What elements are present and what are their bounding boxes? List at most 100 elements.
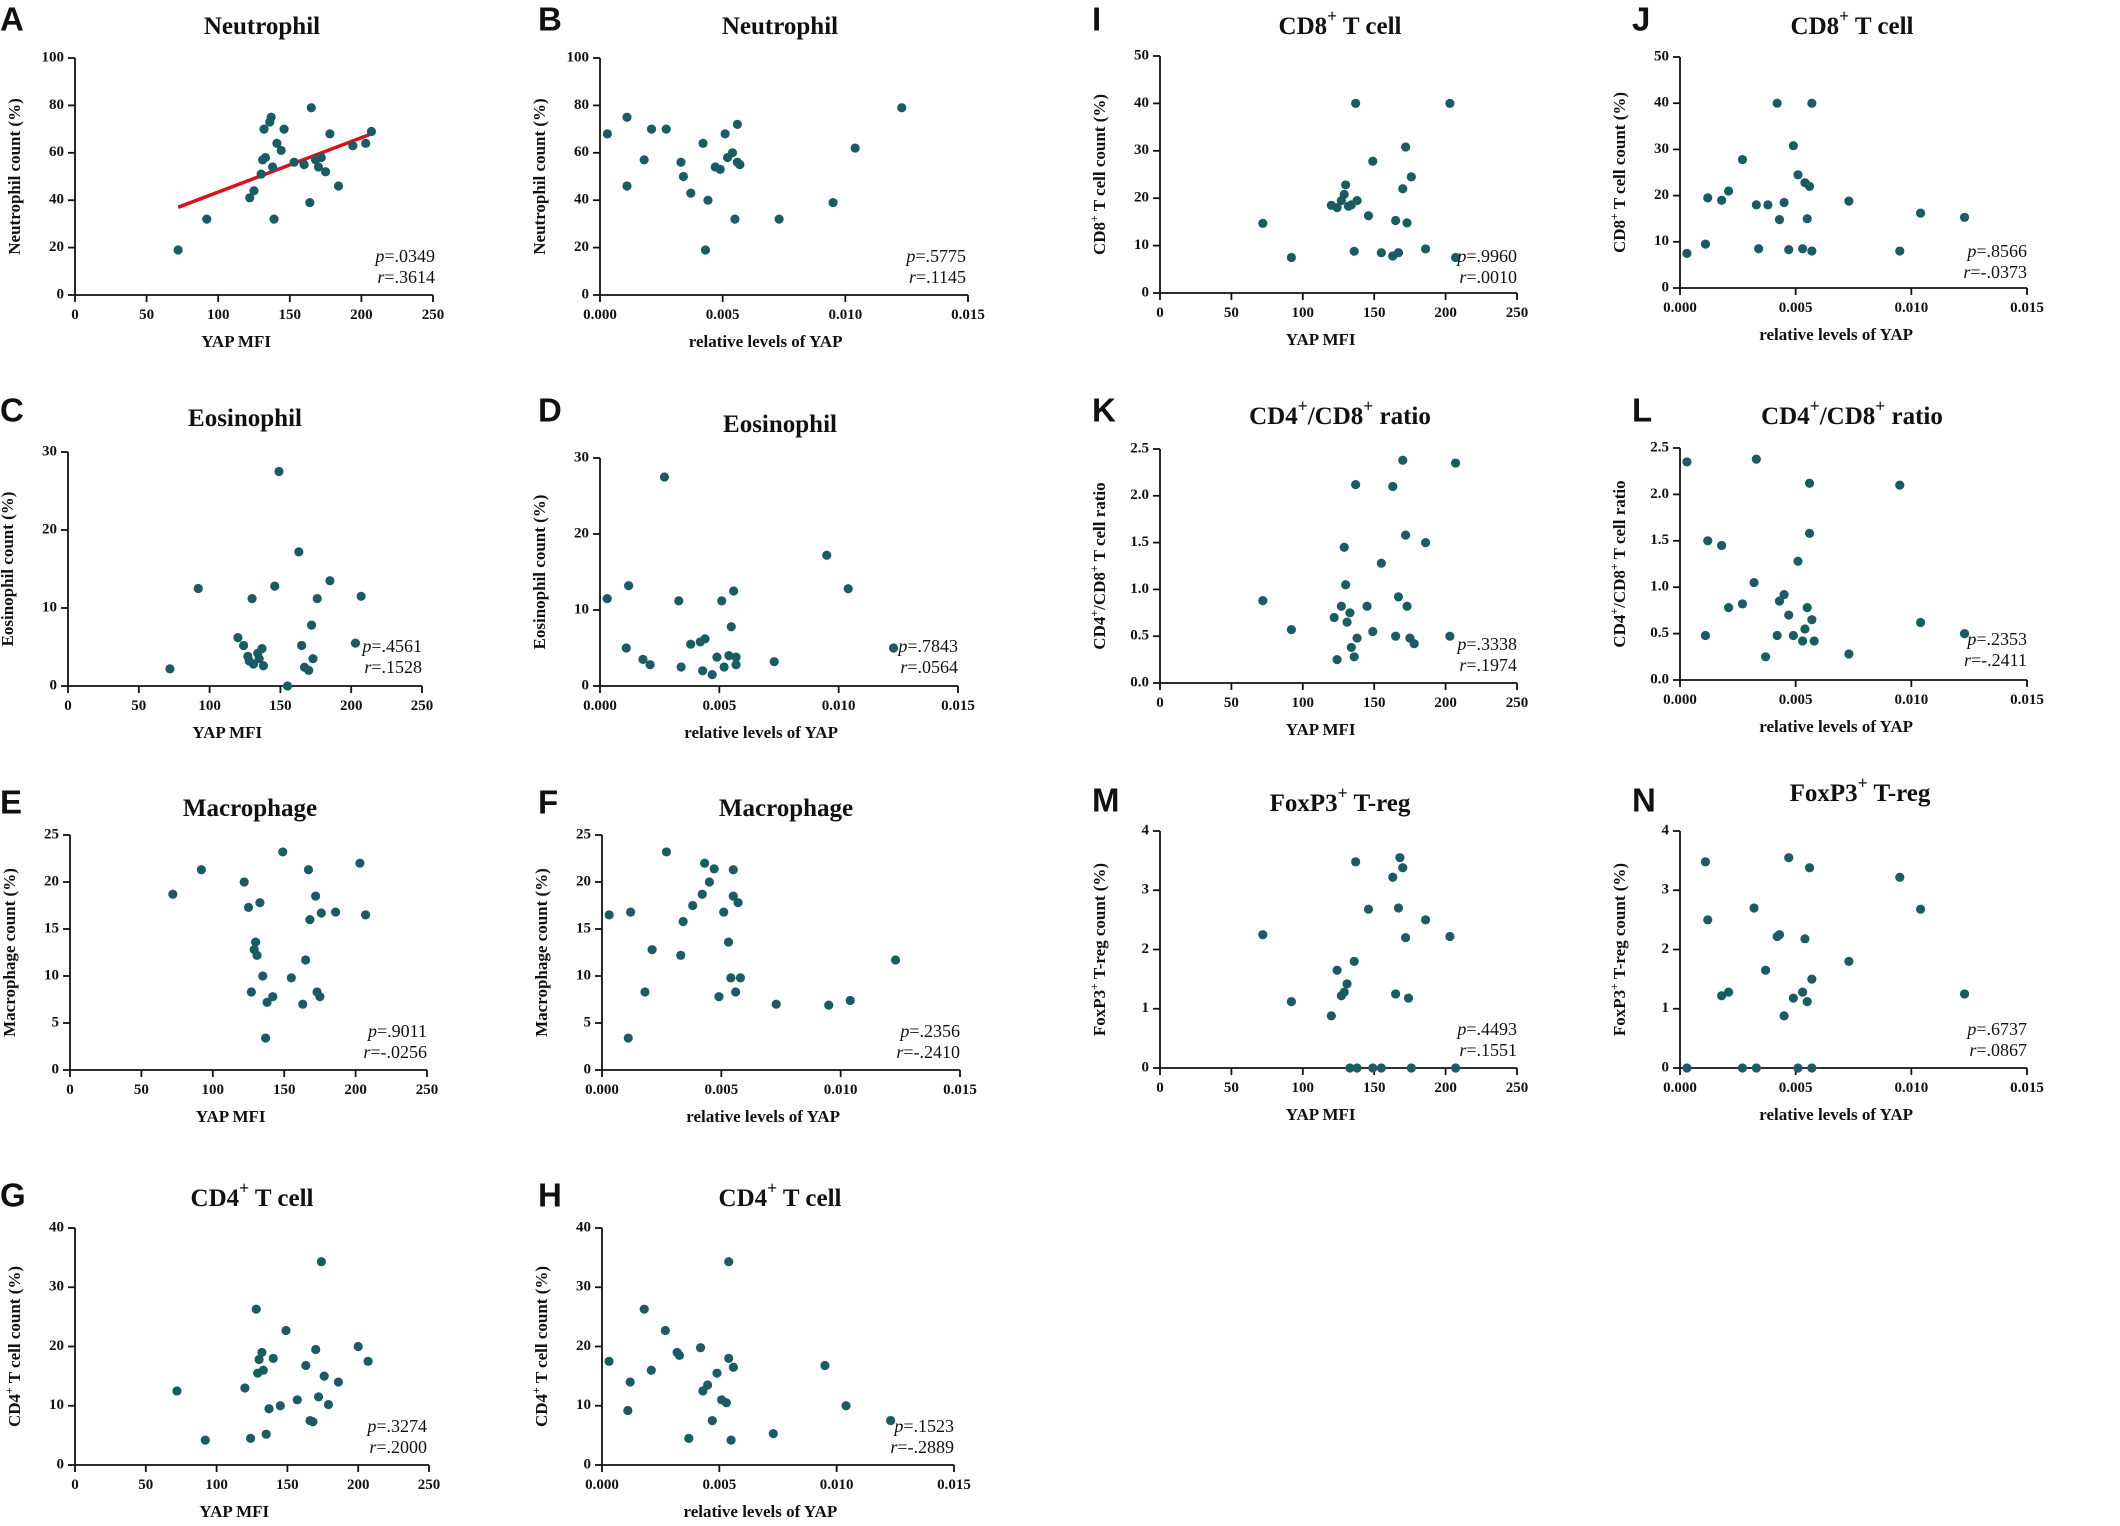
data-point (726, 1435, 736, 1445)
data-point (1788, 630, 1798, 641)
data-point (200, 1435, 210, 1445)
x-tick-label: 0.010 (1894, 1080, 1928, 1096)
data-point (321, 167, 331, 177)
data-point (1342, 617, 1352, 627)
x-tick-label: 0.000 (1663, 300, 1697, 316)
panel-letter: K (1092, 392, 1116, 429)
y-tick-label: 10 (576, 967, 591, 983)
data-point (278, 847, 288, 857)
y-tick-label: 0.5 (1130, 628, 1149, 644)
data-point (1763, 200, 1773, 210)
data-point (729, 586, 739, 596)
data-point (1403, 993, 1414, 1003)
data-point (239, 877, 249, 887)
data-point (202, 214, 212, 224)
y-tick-label: 0 (57, 1456, 65, 1472)
data-point (1717, 991, 1727, 1001)
x-tick-label: 0.015 (2010, 692, 2044, 708)
data-point (325, 129, 335, 139)
data-point (1363, 211, 1374, 221)
data-point (661, 124, 671, 134)
y-axis-label: CD8+ T cell count (%) (1087, 94, 1109, 255)
y-axis-label: Macrophage count (%) (0, 868, 19, 1037)
data-point (1895, 480, 1905, 490)
data-point (1802, 214, 1812, 224)
x-tick-label: 150 (269, 698, 292, 714)
data-point (1352, 195, 1362, 206)
r-value-label: r=-.0373 (1963, 262, 2027, 282)
r-value-label: r=-.2889 (890, 1437, 954, 1457)
data-point (646, 124, 657, 134)
data-point (1682, 248, 1692, 258)
data-point (1388, 872, 1398, 882)
panel-letter: F (538, 784, 558, 821)
r-value-label: r=.2000 (369, 1437, 427, 1457)
data-point (1784, 245, 1794, 255)
x-tick-label: 200 (344, 1082, 367, 1098)
data-point (353, 1341, 363, 1352)
data-point (306, 103, 316, 113)
data-point (1388, 481, 1398, 492)
r-value-label: r=.1974 (1459, 655, 1517, 675)
panel-title: CD8+ T cell (1791, 6, 1914, 40)
x-tick-label: 150 (1363, 305, 1386, 321)
data-point (1703, 915, 1713, 925)
data-point (1774, 930, 1785, 940)
y-tick-label: 40 (49, 192, 64, 208)
data-point (279, 124, 289, 134)
x-tick-label: 0.010 (824, 1082, 858, 1098)
y-tick-label: 40 (1654, 95, 1669, 111)
data-point (1395, 853, 1405, 863)
x-tick-label: 200 (1434, 1080, 1457, 1096)
data-point (1779, 590, 1789, 600)
data-point (286, 973, 296, 983)
panel-title: Macrophage (719, 795, 853, 822)
data-point (308, 1417, 318, 1427)
y-tick-label: 0 (1142, 1059, 1150, 1075)
data-point (1339, 542, 1349, 552)
data-point (841, 1401, 851, 1411)
y-tick-label: 1.0 (1650, 579, 1669, 595)
x-tick-label: 0.000 (1663, 1080, 1697, 1096)
panel-title: Eosinophil (188, 405, 302, 432)
y-tick-label: 0 (584, 1061, 592, 1077)
data-point (1339, 189, 1349, 200)
data-point (1345, 608, 1355, 618)
y-tick-label: 80 (49, 97, 64, 113)
data-point (1351, 479, 1361, 490)
x-tick-label: 250 (416, 1082, 439, 1098)
panel-letter: J (1632, 1, 1650, 38)
y-tick-label: 10 (1654, 233, 1669, 249)
data-point (292, 1395, 302, 1405)
p-value-label: p=.4561 (360, 636, 422, 656)
data-point (1703, 536, 1713, 546)
y-tick-label: 25 (44, 826, 59, 842)
y-tick-label: 80 (574, 97, 589, 113)
data-point (1286, 252, 1296, 263)
data-point (686, 639, 696, 649)
x-tick-label: 0.015 (943, 1082, 977, 1098)
data-point (1393, 248, 1404, 258)
x-axis-label: relative levels of YAP (684, 1502, 838, 1521)
data-point (258, 661, 269, 671)
x-axis-label: YAP MFI (1286, 1105, 1356, 1124)
data-point (688, 900, 698, 911)
x-tick-label: 200 (350, 307, 373, 323)
y-axis-label: CD8+ T cell count (%) (1607, 92, 1629, 253)
panel-letter: H (538, 1177, 562, 1214)
data-point (196, 865, 206, 875)
data-point (1760, 965, 1771, 975)
data-point (299, 160, 309, 170)
x-tick-label: 100 (1292, 305, 1315, 321)
y-axis-label: Neutrophil count (%) (530, 98, 549, 254)
x-tick-label: 100 (207, 307, 230, 323)
x-tick-label: 250 (422, 307, 445, 323)
data-point (1717, 195, 1727, 205)
data-point (897, 103, 907, 113)
data-point (1793, 170, 1803, 180)
x-tick-label: 50 (138, 1477, 153, 1493)
p-value-label: p=.3338 (1455, 634, 1517, 654)
panel-letter: B (538, 1, 562, 38)
data-point (1682, 457, 1692, 467)
x-tick-label: 50 (139, 307, 154, 323)
